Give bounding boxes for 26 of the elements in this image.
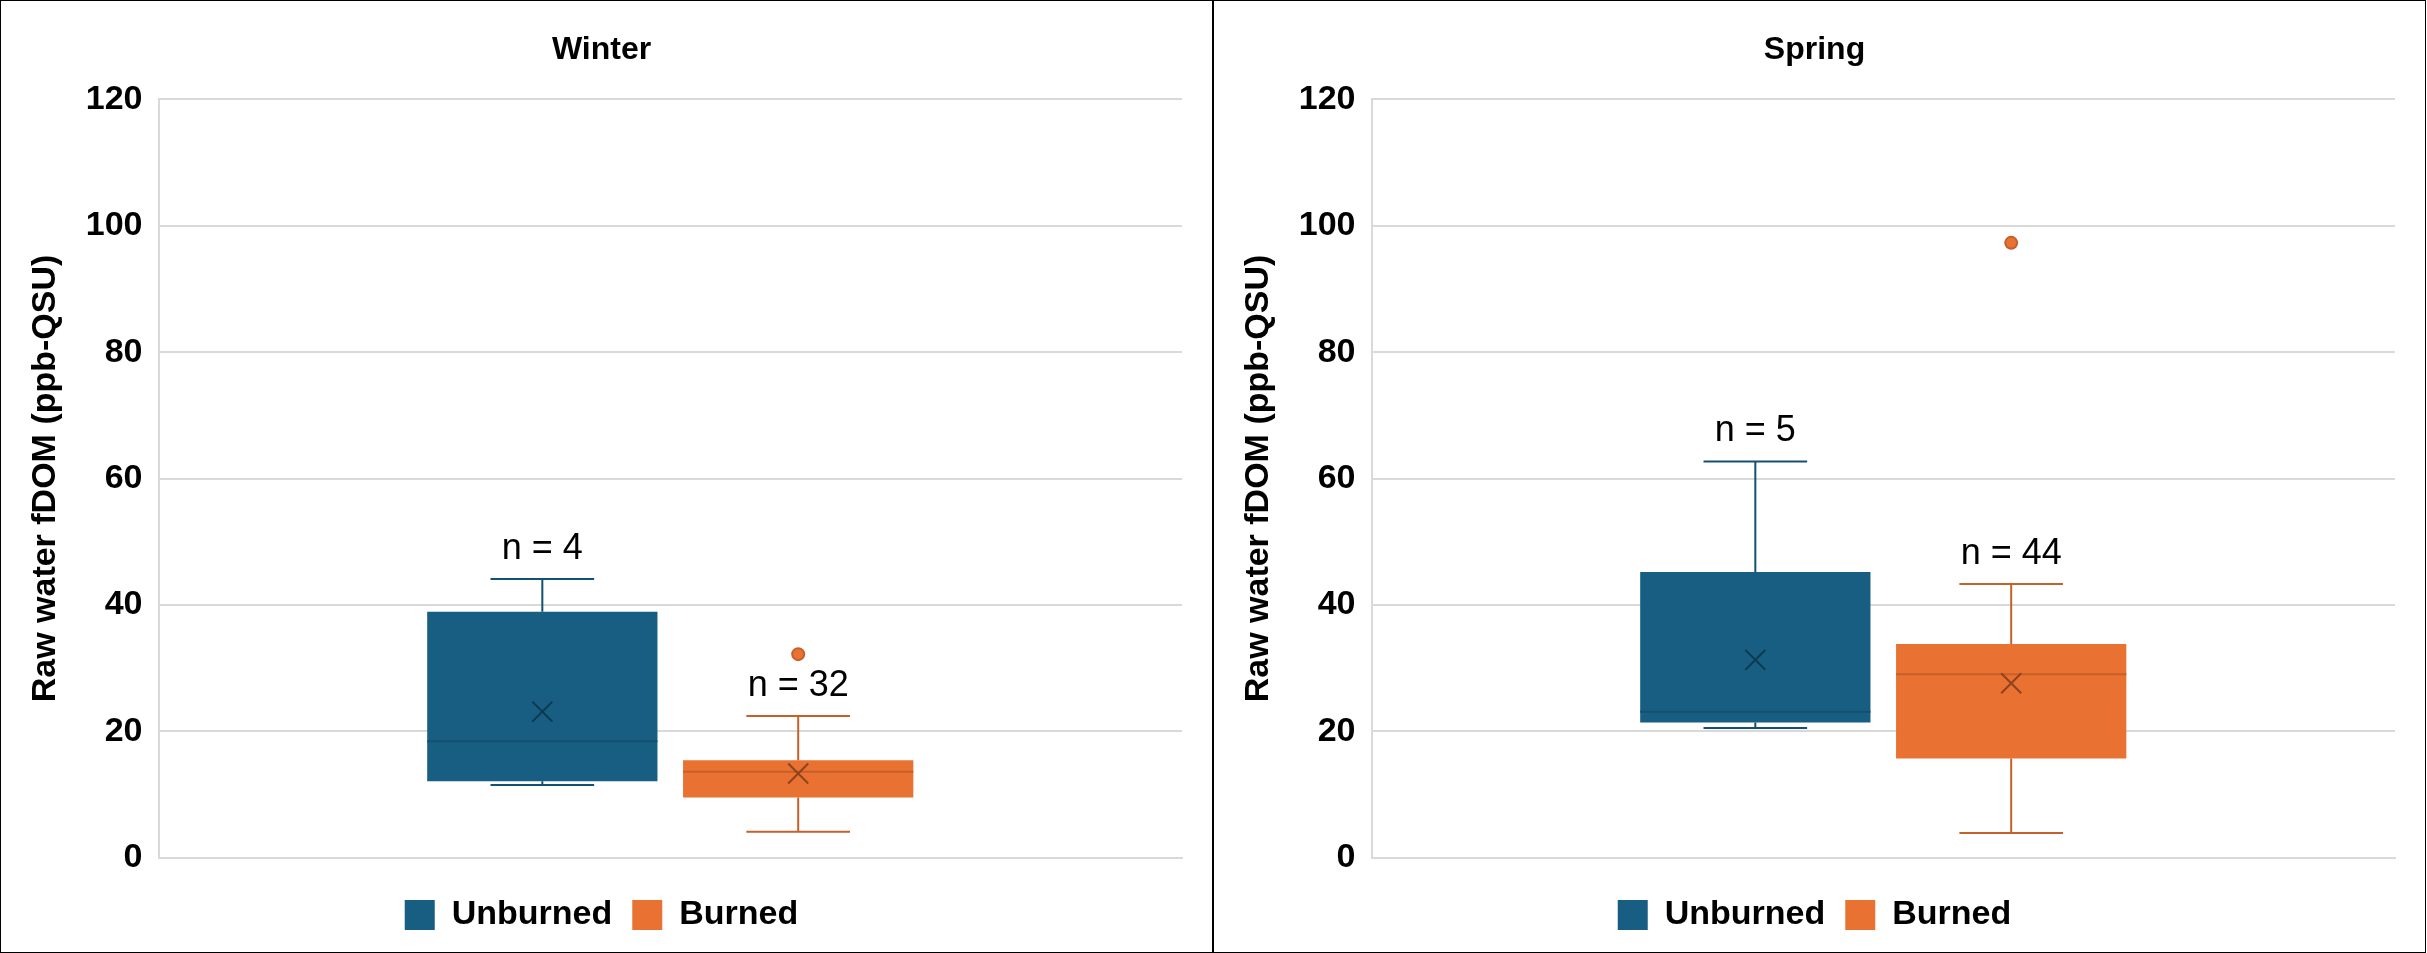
y-tick-label: 80 [1317,330,1356,369]
chart-title: Winter [551,30,652,67]
legend-label: Burned [679,893,799,932]
y-axis-title: Raw water fDOM (ppb-QSU) [23,254,62,703]
y-tick-label: 0 [1336,835,1356,874]
y-tick-label: 120 [1298,77,1356,116]
y-tick-label: 120 [85,77,143,116]
y-tick-label: 60 [104,456,143,495]
y-tick-label: 40 [1317,583,1356,622]
y-tick-label: 80 [104,330,143,369]
annotation: n = 5 [1714,408,1796,450]
y-tick-label: 20 [1317,709,1356,748]
y-tick-label: 100 [85,204,143,243]
legend-label: Burned [1892,893,2012,932]
annotation: n = 4 [501,525,583,567]
legend-label: Unburned [451,893,613,932]
y-tick-label: 40 [104,583,143,622]
y-axis-title: Raw water fDOM (ppb-QSU) [1236,254,1275,703]
annotation: n = 44 [1960,530,2062,572]
y-tick-label: 100 [1298,204,1356,243]
legend-label: Unburned [1664,893,1826,932]
y-tick-label: 0 [123,835,143,874]
y-tick-label: 20 [104,709,143,748]
y-tick-label: 60 [1317,456,1356,495]
chart-title: Spring [1763,30,1866,67]
annotation: n = 32 [747,662,849,704]
